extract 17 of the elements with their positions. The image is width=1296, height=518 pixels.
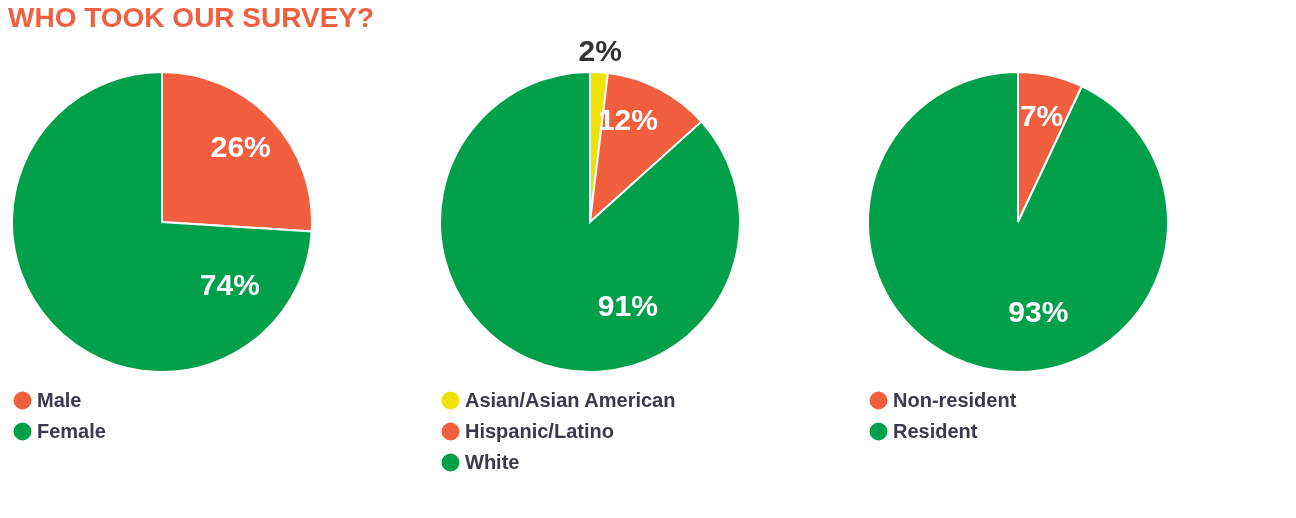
data-label: 93% (1008, 294, 1069, 328)
chart-title: WHO TOOK OUR SURVEY? (8, 2, 375, 34)
data-label: 26% (210, 130, 271, 164)
data-label: 91% (597, 288, 658, 322)
legend-label: Non-resident (893, 388, 1017, 411)
legend-label: White (465, 450, 520, 473)
legend-label: Asian/Asian American (465, 388, 676, 411)
pie-slice (439, 71, 741, 373)
pie-slice (867, 71, 1169, 373)
data-label: 7% (1019, 98, 1064, 132)
legend-label: Female (37, 419, 106, 442)
data-label: 74% (199, 267, 260, 301)
data-label: 2% (578, 34, 622, 68)
legend-label: Hispanic/Latino (465, 419, 614, 442)
legend-label: Resident (893, 419, 978, 442)
legend-label: Male (37, 388, 82, 411)
pie-slice (11, 71, 313, 373)
